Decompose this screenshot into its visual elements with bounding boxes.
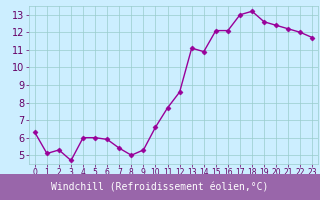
Text: Windchill (Refroidissement éolien,°C): Windchill (Refroidissement éolien,°C) bbox=[51, 182, 269, 192]
